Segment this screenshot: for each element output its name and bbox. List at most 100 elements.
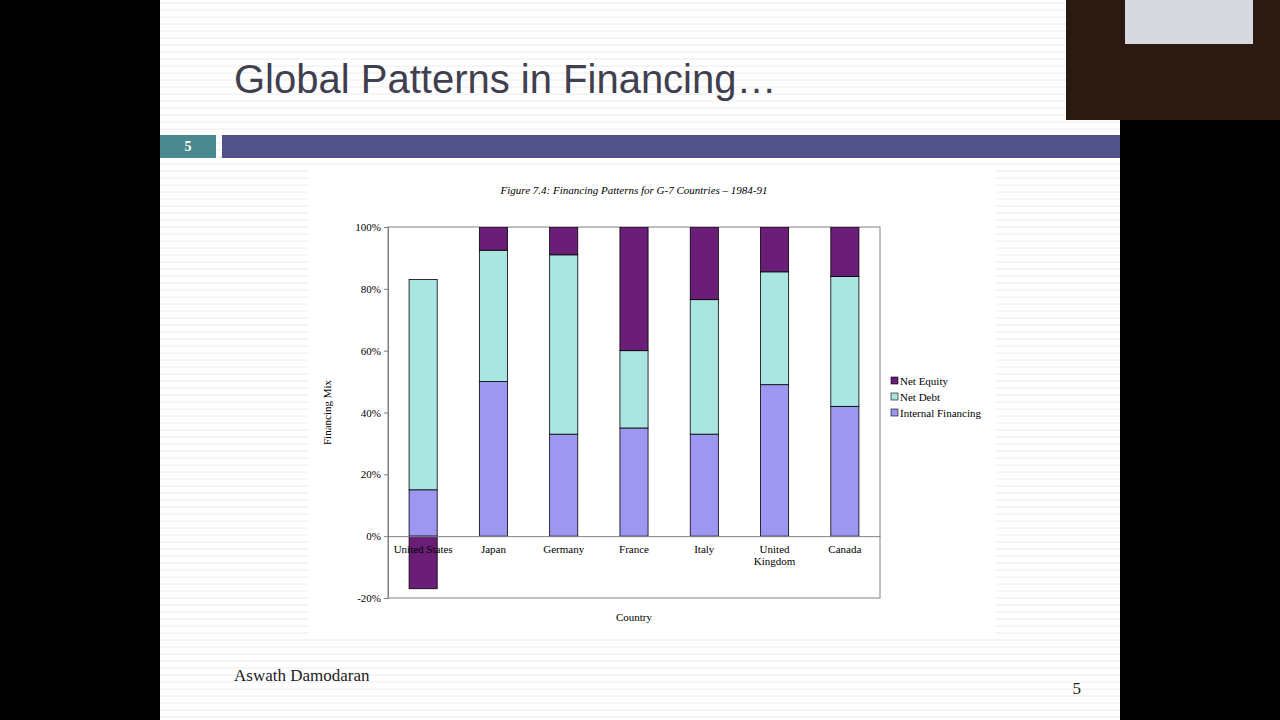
y-axis-title: Financing Mix — [321, 379, 333, 445]
video-screen — [1125, 0, 1253, 44]
bar-segment — [409, 490, 437, 536]
x-tick-label: UnitedKingdom — [754, 543, 796, 567]
y-tick-mark — [384, 536, 388, 537]
stripe — [160, 164, 1120, 165]
stripe — [160, 129, 1120, 130]
x-tick-label: United States — [394, 543, 453, 555]
x-tick: UnitedKingdom — [754, 536, 796, 567]
x-tick-label: Italy — [694, 543, 715, 555]
y-tick-mark — [384, 227, 388, 228]
y-tick-label: -20% — [357, 592, 381, 604]
chart-title: Figure 7.4: Financing Patterns for G-7 C… — [500, 184, 768, 196]
legend-label: Net Equity — [900, 375, 948, 387]
legend-swatch — [891, 409, 898, 416]
stripe — [160, 45, 1120, 46]
number-box — [160, 135, 216, 158]
y-tick-mark — [384, 598, 388, 599]
y-tick-label: 0% — [366, 530, 381, 542]
x-tick-label: Japan — [481, 543, 507, 555]
legend-label: Net Debt — [900, 391, 940, 403]
title-bar — [222, 135, 1120, 158]
bar-segment — [831, 406, 859, 536]
legend-label: Internal Financing — [900, 407, 981, 419]
y-tick-label: 40% — [361, 407, 381, 419]
y-tick-label: 20% — [361, 468, 381, 480]
slide-canvas: Global Patterns in Financing… 5 Aswath Dam… — [0, 0, 1280, 720]
bar-segment — [620, 351, 648, 428]
x-tick: Italy — [694, 536, 715, 555]
stripe — [160, 17, 1120, 18]
slide-stripes — [160, 3, 1120, 717]
slide-title: Global Patterns in Financing… — [234, 57, 777, 101]
legend-swatch — [891, 393, 898, 400]
backdrop — [0, 0, 1280, 720]
bars — [409, 227, 859, 589]
bar-segment — [550, 255, 578, 434]
y-tick-label: 80% — [361, 283, 381, 295]
bar-segment — [690, 300, 718, 434]
y-tick-mark — [384, 413, 388, 414]
x-axis-line — [389, 536, 881, 537]
stripe — [160, 24, 1120, 25]
video-inset — [1066, 0, 1280, 120]
x-axis-title: Country — [616, 611, 653, 623]
x-tick-label: France — [619, 543, 649, 555]
x-tick: France — [619, 536, 649, 555]
stripe — [160, 696, 1120, 697]
x-tick: Japan — [481, 536, 507, 555]
stripe — [160, 31, 1120, 32]
page-number: 5 — [1073, 679, 1082, 698]
slide-background — [160, 0, 1120, 720]
bar-segment — [550, 434, 578, 536]
y-tick: 60% — [361, 345, 388, 357]
stripe — [160, 661, 1120, 662]
y-tick: -20% — [357, 592, 388, 604]
legend: Net Equity Net Debt Internal Financing — [891, 375, 981, 419]
stripe — [160, 122, 1120, 123]
y-axis: -20% 0% 20% 40% 60% 80% 100% — [355, 221, 388, 604]
y-tick-mark — [384, 289, 388, 290]
bar-segment — [550, 227, 578, 255]
y-tick-label: 60% — [361, 345, 381, 357]
y-tick: 20% — [361, 468, 388, 480]
stripe — [160, 108, 1120, 109]
y-tick: 80% — [361, 283, 388, 295]
stripe — [160, 52, 1120, 53]
legend-swatch — [891, 377, 898, 384]
figure-background — [308, 168, 996, 636]
bar-segment — [479, 382, 507, 537]
y-axis-line — [388, 228, 389, 599]
bar-segment — [479, 250, 507, 381]
x-tick: Germany — [543, 536, 584, 555]
x-tick: United States — [394, 536, 453, 555]
plot-frame — [388, 227, 880, 598]
stripe — [160, 10, 1120, 11]
x-tick-label: Canada — [828, 543, 861, 555]
bar-segment — [620, 428, 648, 536]
stripe — [160, 703, 1120, 704]
bar-segment — [409, 280, 437, 490]
y-tick: 100% — [355, 221, 388, 233]
stripe — [160, 717, 1120, 718]
y-tick: 0% — [366, 530, 388, 542]
stripe — [160, 710, 1120, 711]
stripe — [160, 689, 1120, 690]
stripe — [160, 640, 1120, 641]
x-tick-label-line: United — [760, 543, 790, 555]
bar-segment — [479, 227, 507, 250]
stripe — [160, 647, 1120, 648]
stripe — [160, 115, 1120, 116]
slide-number: 5 — [185, 139, 192, 154]
bar-segment — [831, 227, 859, 276]
bar-segment — [690, 434, 718, 536]
bar-segment — [761, 272, 789, 385]
y-tick: 40% — [361, 407, 388, 419]
x-tick: Canada — [828, 536, 861, 555]
x-tick-label-line: Kingdom — [754, 555, 796, 567]
bar-segment — [690, 227, 718, 300]
y-tick-mark — [384, 351, 388, 352]
bar-segment — [761, 385, 789, 536]
author: Aswath Damodaran — [234, 666, 370, 685]
y-tick-mark — [384, 474, 388, 475]
bar-segment — [620, 227, 648, 351]
